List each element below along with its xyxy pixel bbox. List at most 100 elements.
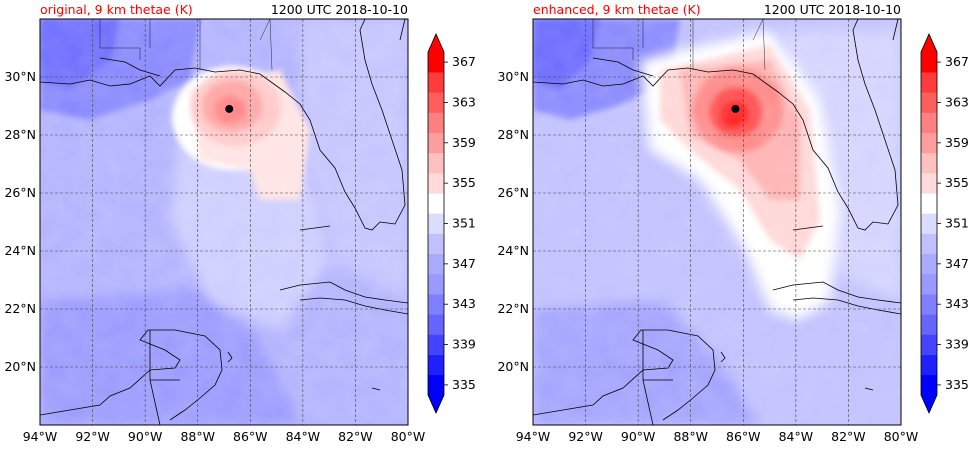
- coastlines: [533, 19, 901, 425]
- lat-tick-label: 22°N: [4, 301, 36, 316]
- colorbar-segment: [428, 334, 444, 355]
- colorbar-segment: [921, 253, 937, 275]
- lon-tick-label: 82°W: [338, 429, 373, 444]
- colorbar-tick-label: 335: [945, 377, 969, 392]
- panel-title-left: original, 9 km thetae (K): [40, 2, 193, 17]
- lon-tick-label: 88°W: [180, 429, 215, 444]
- colorbar-segment: [921, 314, 937, 335]
- lon-tick-label: 84°W: [779, 429, 814, 444]
- colorbar-segment: [428, 132, 444, 154]
- colorbar-tick-label: 355: [452, 175, 476, 190]
- thetae-field: [40, 19, 408, 425]
- thetae-field: [533, 19, 901, 425]
- colorbar-segment: [428, 213, 444, 234]
- colorbar-segment: [921, 152, 937, 174]
- colorbar-segment: [428, 273, 444, 295]
- colorbar-tick-label: 363: [945, 94, 969, 109]
- colorbar-tick-label: 351: [945, 216, 969, 231]
- colorbar-outline: [427, 33, 445, 414]
- colorbar-extend-min: [428, 395, 444, 413]
- colorbar-tick-label: 343: [945, 296, 969, 311]
- colorbar-segment: [921, 334, 937, 355]
- lon-tick-label: 86°W: [233, 429, 268, 444]
- lat-tick-label: 24°N: [497, 243, 529, 258]
- colorbar-tick-label: 339: [452, 337, 476, 352]
- map-panel-original: original, 9 km thetae (K) 1200 UTC 2018-…: [4, 2, 425, 444]
- colorbar-segment: [428, 72, 444, 93]
- lon-tick-label: 86°W: [726, 429, 761, 444]
- state-borders: [99, 19, 273, 71]
- colorbar-segment: [921, 374, 937, 396]
- state-borders: [592, 19, 766, 71]
- colorbar-segment: [921, 173, 937, 194]
- colorbar-tick-label: 339: [945, 337, 969, 352]
- lon-axis-labels: 94°W 92°W 90°W 88°W 86°W 84°W 82°W 80°W: [516, 429, 919, 444]
- lat-axis-labels: 30°N 28°N 26°N 24°N 22°N 20°N: [4, 69, 36, 374]
- lon-tick-label: 80°W: [391, 429, 426, 444]
- lat-tick-label: 28°N: [497, 127, 529, 142]
- colorbar-segment: [428, 152, 444, 174]
- lon-tick-label: 92°W: [75, 429, 110, 444]
- colorbar-segment: [428, 294, 444, 315]
- lon-tick-label: 80°W: [884, 429, 919, 444]
- colorbar-segment: [921, 213, 937, 234]
- colorbar-segment: [428, 173, 444, 194]
- coastlines: [40, 19, 408, 425]
- colorbar-segment: [921, 132, 937, 154]
- colorbar-segment: [428, 314, 444, 335]
- lat-tick-label: 24°N: [4, 243, 36, 258]
- lat-tick-label: 20°N: [4, 359, 36, 374]
- lat-tick-label: 26°N: [497, 185, 529, 200]
- lat-tick-label: 26°N: [4, 185, 36, 200]
- colorbar-outline: [920, 33, 938, 414]
- colorbar-segment: [921, 233, 937, 255]
- colorbar-tick-label: 347: [452, 256, 476, 271]
- lon-tick-label: 90°W: [128, 429, 163, 444]
- colorbar-segment: [428, 52, 444, 73]
- lon-tick-label: 84°W: [286, 429, 321, 444]
- map-frame: [39, 18, 409, 426]
- colorbar-segment: [921, 72, 937, 93]
- map-panel-enhanced: enhanced, 9 km thetae (K) 1200 UTC 2018-…: [497, 2, 918, 444]
- colorbar-segment: [921, 52, 937, 73]
- colorbar-segment: [921, 193, 937, 214]
- panel-title-right: 1200 UTC 2018-10-10: [764, 2, 901, 17]
- colorbar-tick-label: 355: [945, 175, 969, 190]
- lon-tick-label: 94°W: [516, 429, 551, 444]
- colorbar-tick-label: 359: [945, 135, 969, 150]
- colorbar-extend-max: [921, 34, 937, 52]
- colorbar-tick-label: 367: [945, 54, 969, 69]
- lat-axis-labels: 30°N 28°N 26°N 24°N 22°N 20°N: [497, 69, 529, 374]
- colorbar-segment: [921, 92, 937, 113]
- colorbar-tick-label: 367: [452, 54, 476, 69]
- lat-tick-label: 30°N: [497, 69, 529, 84]
- colorbar-segment: [428, 193, 444, 214]
- colorbar-original: 335 339 343 347 351 355 359 363 367: [427, 33, 476, 414]
- lat-tick-label: 22°N: [497, 301, 529, 316]
- lat-tick-label: 20°N: [497, 359, 529, 374]
- panel-title-right: 1200 UTC 2018-10-10: [271, 2, 408, 17]
- colorbar-extend-min: [921, 395, 937, 413]
- colorbar-segment: [921, 112, 937, 134]
- storm-center-marker: [731, 104, 740, 113]
- map-frame: [532, 18, 902, 426]
- colorbar-segment: [921, 294, 937, 315]
- colorbar-segment: [428, 112, 444, 134]
- colorbar-tick-label: 347: [945, 256, 969, 271]
- lon-tick-label: 92°W: [568, 429, 603, 444]
- lat-tick-label: 28°N: [4, 127, 36, 142]
- colorbar-tick-label: 343: [452, 296, 476, 311]
- colorbar-segment: [428, 253, 444, 275]
- lon-tick-label: 90°W: [621, 429, 656, 444]
- colorbar-tick-label: 351: [452, 216, 476, 231]
- lon-axis-labels: 94°W 92°W 90°W 88°W 86°W 84°W 82°W 80°W: [23, 429, 426, 444]
- colorbar-tick-label: 359: [452, 135, 476, 150]
- graticule: [533, 19, 901, 425]
- graticule: [40, 19, 408, 425]
- storm-center-marker: [225, 104, 234, 113]
- lon-tick-label: 82°W: [831, 429, 866, 444]
- colorbar-segment: [428, 374, 444, 396]
- colorbar-segment: [428, 354, 444, 376]
- lon-tick-label: 88°W: [673, 429, 708, 444]
